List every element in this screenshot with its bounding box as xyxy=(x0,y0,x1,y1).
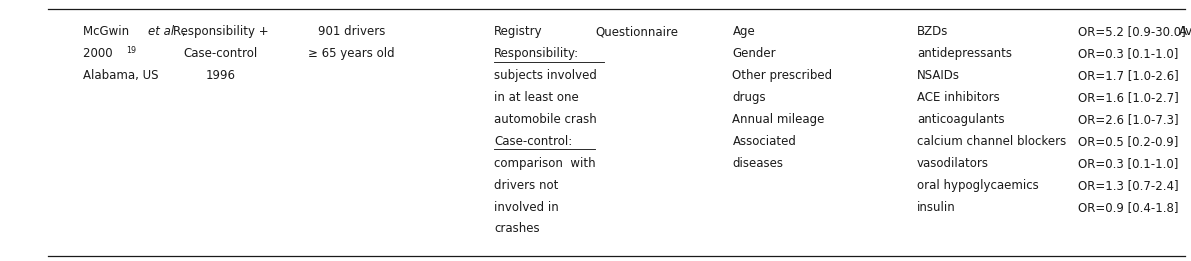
Text: Other prescribed: Other prescribed xyxy=(732,69,833,82)
Text: Annual mileage: Annual mileage xyxy=(732,113,825,126)
Text: OR=5.2 [0.9-30.0]: OR=5.2 [0.9-30.0] xyxy=(1078,25,1185,38)
Text: Questionnaire: Questionnaire xyxy=(596,25,679,38)
Text: OR=2.6 [1.0-7.3]: OR=2.6 [1.0-7.3] xyxy=(1078,113,1178,126)
Text: Average: Average xyxy=(1179,25,1191,38)
Text: ACE inhibitors: ACE inhibitors xyxy=(917,91,999,104)
Text: 901 drivers: 901 drivers xyxy=(318,25,385,38)
Text: Gender: Gender xyxy=(732,47,777,60)
Text: OR=0.5 [0.2-0.9]: OR=0.5 [0.2-0.9] xyxy=(1078,135,1178,148)
Text: 1996: 1996 xyxy=(205,69,236,82)
Text: Case-control:: Case-control: xyxy=(494,135,573,148)
Text: ,: , xyxy=(181,25,185,38)
Text: OR=0.3 [0.1-1.0]: OR=0.3 [0.1-1.0] xyxy=(1078,157,1178,170)
Text: OR=0.3 [0.1-1.0]: OR=0.3 [0.1-1.0] xyxy=(1078,47,1178,60)
Text: OR=1.7 [1.0-2.6]: OR=1.7 [1.0-2.6] xyxy=(1078,69,1179,82)
Text: OR=1.3 [0.7-2.4]: OR=1.3 [0.7-2.4] xyxy=(1078,179,1178,192)
Text: 2000: 2000 xyxy=(83,47,117,60)
Text: diseases: diseases xyxy=(732,157,784,170)
Text: involved in: involved in xyxy=(494,200,559,213)
Text: in at least one: in at least one xyxy=(494,91,579,104)
Text: Associated: Associated xyxy=(732,135,797,148)
Text: antidepressants: antidepressants xyxy=(917,47,1012,60)
Text: Alabama, US: Alabama, US xyxy=(83,69,158,82)
Text: Case-control: Case-control xyxy=(183,47,257,60)
Text: 19: 19 xyxy=(126,46,137,55)
Text: crashes: crashes xyxy=(494,222,540,235)
Text: Registry: Registry xyxy=(494,25,543,38)
Text: NSAIDs: NSAIDs xyxy=(917,69,960,82)
Text: McGwin: McGwin xyxy=(83,25,133,38)
Text: calcium channel blockers: calcium channel blockers xyxy=(917,135,1066,148)
Text: automobile crash: automobile crash xyxy=(494,113,597,126)
Text: BZDs: BZDs xyxy=(917,25,948,38)
Text: Responsibility:: Responsibility: xyxy=(494,47,579,60)
Text: vasodilators: vasodilators xyxy=(917,157,989,170)
Text: anticoagulants: anticoagulants xyxy=(917,113,1005,126)
Text: drivers not: drivers not xyxy=(494,179,559,192)
Text: comparison  with: comparison with xyxy=(494,157,596,170)
Text: drugs: drugs xyxy=(732,91,766,104)
Text: subjects involved: subjects involved xyxy=(494,69,597,82)
Text: et al: et al xyxy=(148,25,174,38)
Text: OR=0.9 [0.4-1.8]: OR=0.9 [0.4-1.8] xyxy=(1078,200,1178,213)
Text: oral hypoglycaemics: oral hypoglycaemics xyxy=(917,179,1039,192)
Text: insulin: insulin xyxy=(917,200,956,213)
Text: OR=1.6 [1.0-2.7]: OR=1.6 [1.0-2.7] xyxy=(1078,91,1179,104)
Text: ≥ 65 years old: ≥ 65 years old xyxy=(308,47,394,60)
Text: Age: Age xyxy=(732,25,755,38)
Text: Responsibility +: Responsibility + xyxy=(173,25,268,38)
